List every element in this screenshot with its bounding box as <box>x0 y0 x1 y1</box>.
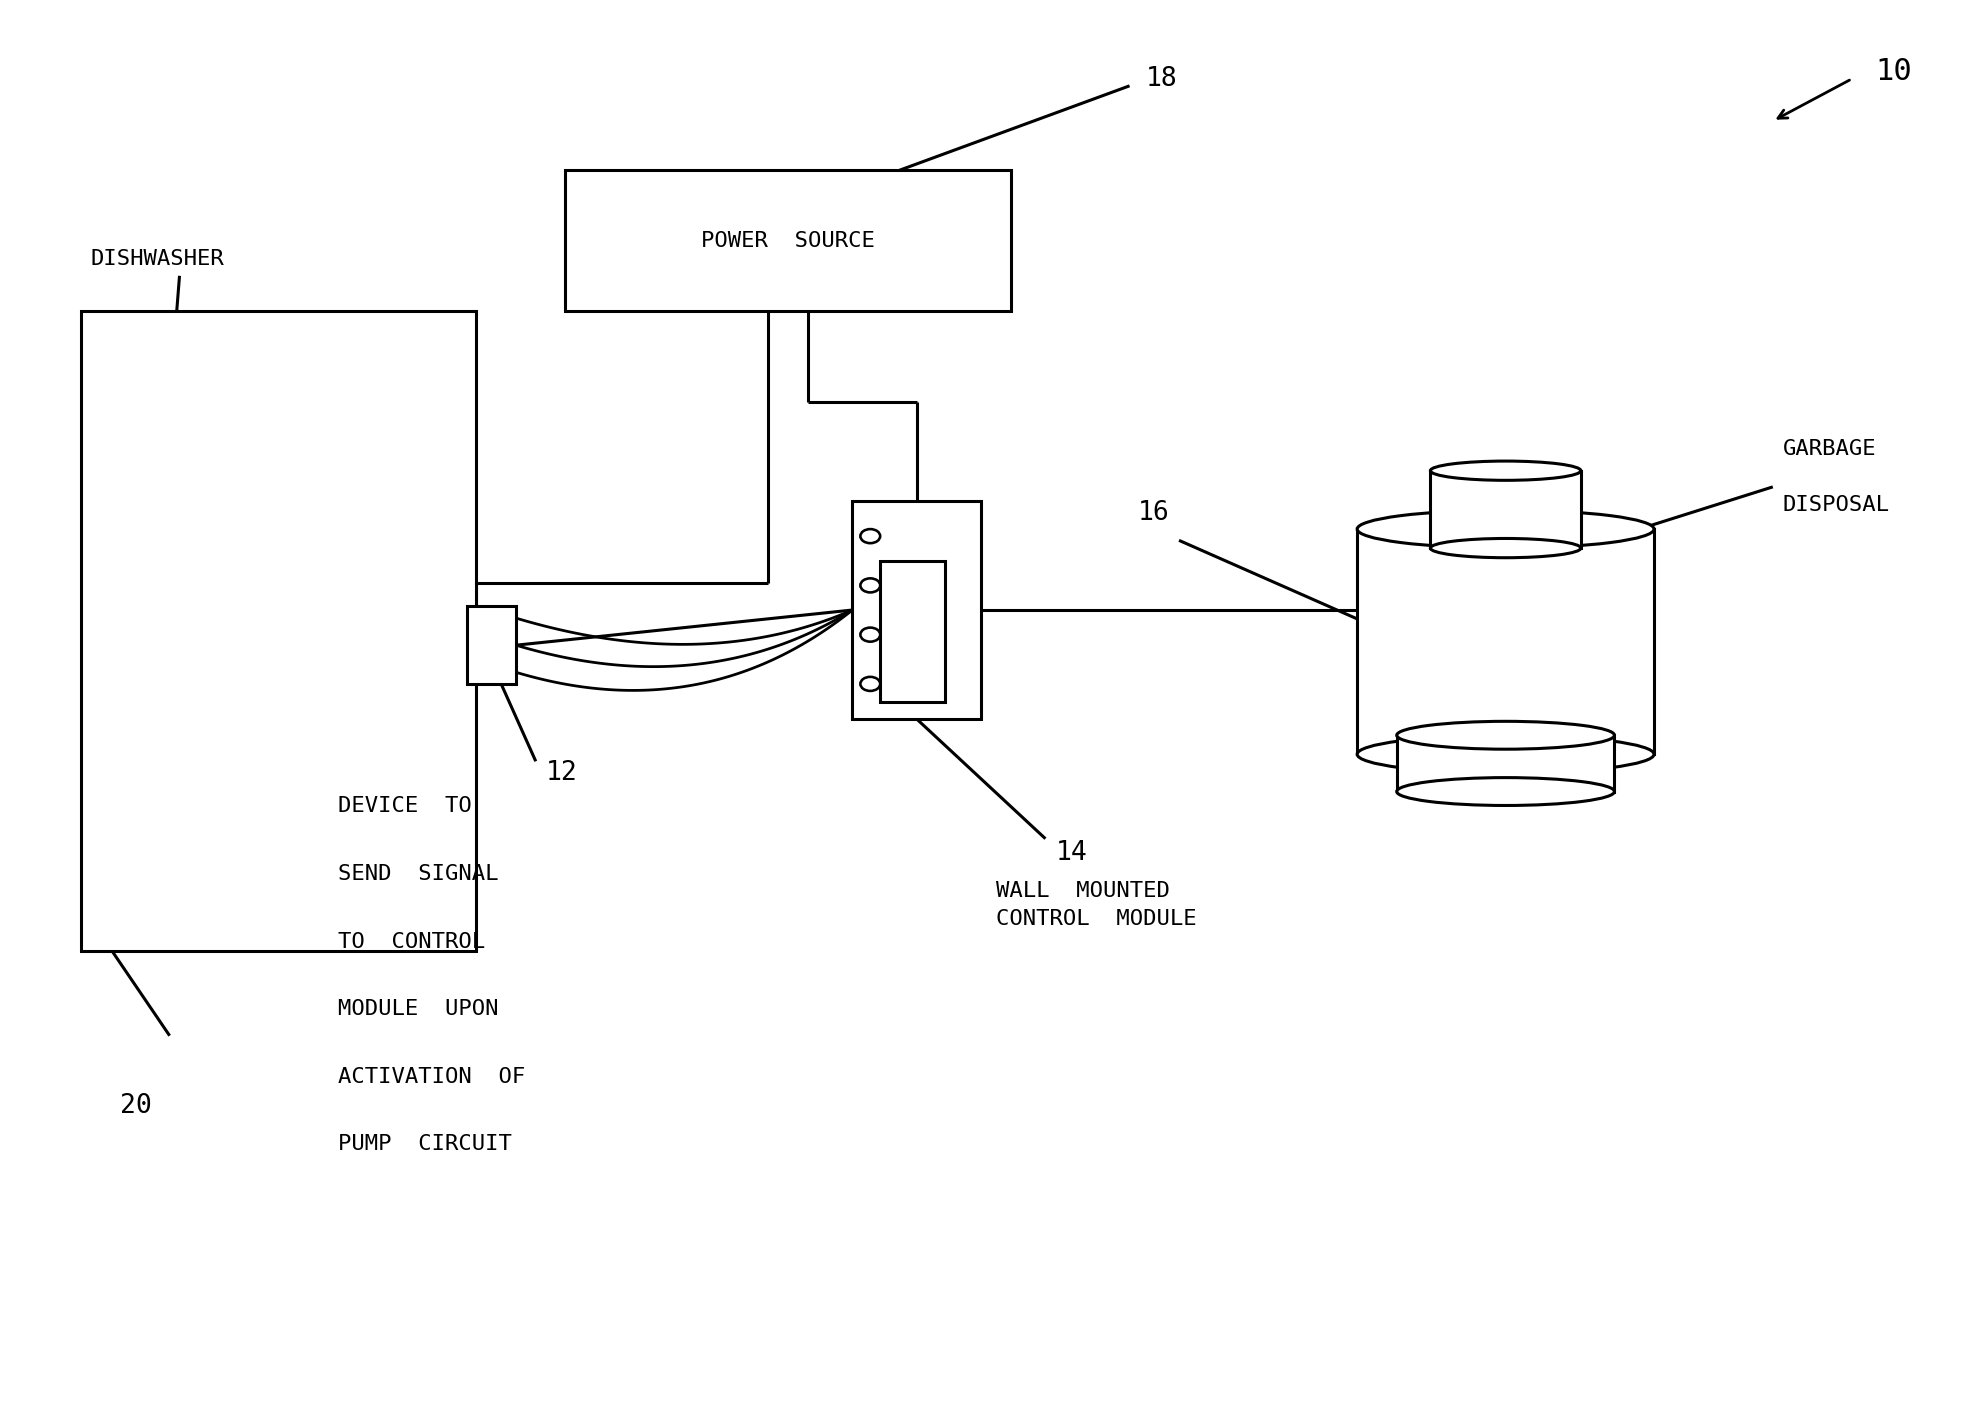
Text: SEND  SIGNAL: SEND SIGNAL <box>337 864 497 884</box>
Text: 18: 18 <box>1146 66 1177 92</box>
Text: 10: 10 <box>1875 58 1913 86</box>
Ellipse shape <box>1431 539 1582 558</box>
Text: 14: 14 <box>1054 840 1086 866</box>
Ellipse shape <box>1397 777 1615 805</box>
Text: POWER  SOURCE: POWER SOURCE <box>702 231 876 251</box>
Circle shape <box>860 529 880 543</box>
Bar <box>1431 471 1582 548</box>
Text: DISHWASHER: DISHWASHER <box>91 248 224 269</box>
Text: WALL  MOUNTED
CONTROL  MODULE: WALL MOUNTED CONTROL MODULE <box>995 881 1197 929</box>
Text: DISPOSAL: DISPOSAL <box>1782 495 1889 515</box>
Text: GARBAGE: GARBAGE <box>1782 439 1877 458</box>
Text: 16: 16 <box>1138 501 1169 526</box>
Ellipse shape <box>1358 510 1655 548</box>
Bar <box>466 606 515 684</box>
Text: MODULE  UPON: MODULE UPON <box>337 1000 497 1019</box>
Circle shape <box>860 578 880 592</box>
Ellipse shape <box>1358 735 1655 773</box>
Text: PUMP  CIRCUIT: PUMP CIRCUIT <box>337 1134 511 1155</box>
Bar <box>1397 735 1615 791</box>
Bar <box>81 312 476 952</box>
Bar <box>1358 529 1655 754</box>
Text: DEVICE  TO: DEVICE TO <box>337 797 472 816</box>
Bar <box>880 561 945 702</box>
Bar <box>565 171 1011 312</box>
Text: TO  CONTROL: TO CONTROL <box>337 932 486 952</box>
Ellipse shape <box>1431 461 1582 481</box>
Circle shape <box>860 627 880 642</box>
Text: 12: 12 <box>545 760 577 785</box>
Circle shape <box>860 677 880 691</box>
Text: 20: 20 <box>121 1093 153 1120</box>
Ellipse shape <box>1397 722 1615 749</box>
Bar <box>852 501 981 719</box>
Text: ACTIVATION  OF: ACTIVATION OF <box>337 1066 525 1087</box>
